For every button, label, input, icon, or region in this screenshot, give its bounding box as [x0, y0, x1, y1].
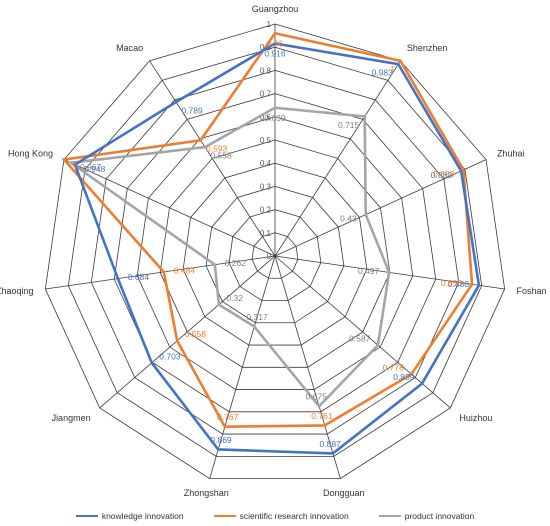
legend-item-knowledge: knowledge innovation [75, 509, 184, 523]
legend-label-product: product innovation [404, 511, 475, 521]
data-label: 0.887 [320, 439, 342, 449]
series-line-0 [73, 42, 481, 455]
series-group [61, 31, 481, 455]
data-label: 1 [390, 64, 395, 74]
tick-label: 0.7 [260, 90, 272, 99]
category-label: Zhaoqing [0, 286, 33, 296]
legend-swatch-knowledge [75, 515, 98, 517]
data-label: 0.484 [174, 266, 196, 276]
grid-ring-2 [228, 209, 322, 301]
legend-swatch-scientific [213, 515, 236, 517]
grid-spoke [274, 159, 487, 257]
data-label: 0.967 [80, 162, 102, 172]
legend-item-product: product innovation [378, 509, 475, 523]
radar-grid [44, 23, 506, 480]
grid-spoke [63, 159, 276, 257]
grid-spoke [99, 255, 276, 409]
grid-ring-4 [182, 162, 368, 346]
data-label: 0.703 [159, 351, 181, 361]
tick-label: 0.5 [260, 136, 272, 145]
legend-item-scientific: scientific research innovation [213, 509, 349, 523]
tick-label: 1 [267, 20, 272, 29]
data-labels: 0.916 0.983 0.882 0.888 0.839 0.887 0.869 0.703… [73, 38, 469, 449]
grid-spoke [45, 255, 276, 290]
data-label: 0.948 [84, 164, 106, 174]
data-label: 0.43 [340, 214, 357, 224]
grid-ring-8 [90, 69, 460, 435]
data-label: 1 [73, 159, 78, 169]
category-labels: Guangzhou Shenzhen Zhuhai Foshan Huizhou Dong… [0, 4, 547, 498]
data-label: 0.789 [181, 105, 203, 115]
data-label: 0.317 [246, 312, 268, 322]
category-label: Jiangmen [52, 413, 91, 423]
category-label: Dongguan [323, 488, 365, 498]
data-label: 0.869 [210, 435, 232, 445]
category-label: Guangzhou [252, 4, 299, 14]
data-label: 0.858 [441, 278, 463, 288]
data-label: 0.767 [217, 412, 239, 422]
grid-ring-3 [205, 185, 345, 324]
tick-label: 0 [267, 252, 272, 261]
category-label: Zhongshan [184, 488, 229, 498]
category-label: Huizhou [459, 413, 492, 423]
category-label: Macao [116, 43, 143, 53]
grid-spoke [274, 255, 341, 479]
legend-label-scientific: scientific research innovation [239, 511, 349, 521]
tick-label: 0.1 [260, 229, 272, 238]
data-label: 0.96 [267, 38, 284, 48]
data-label: 0.558 [210, 151, 232, 161]
grid-ring-6 [136, 116, 414, 390]
data-label: 0.587 [349, 334, 371, 344]
data-label: 0.761 [311, 411, 333, 421]
tick-label: 0.4 [260, 159, 272, 168]
data-label: 0.558 [185, 329, 207, 339]
data-label: 0.639 [264, 113, 286, 123]
legend-swatch-product [378, 515, 401, 517]
category-label: Foshan [517, 286, 547, 296]
grid-ring-7 [113, 93, 437, 413]
data-label: 0.882 [431, 170, 453, 180]
data-label: 0.715 [338, 120, 360, 130]
data-label: 0.778 [383, 363, 405, 373]
grid-ring-5 [159, 139, 391, 368]
legend: knowledge innovation scientific research… [0, 509, 550, 523]
tick-label: 0.6 [260, 113, 272, 122]
category-label: Shenzhen [407, 43, 448, 53]
data-label: 0.675 [306, 392, 328, 402]
grid-spoke [149, 60, 276, 257]
data-label: 0.32 [226, 293, 243, 303]
data-label: 0.983 [372, 68, 394, 78]
tick-label: 0.2 [260, 206, 272, 215]
data-label: 0.497 [358, 266, 380, 276]
data-label: 0.593 [206, 144, 228, 154]
series-line-2 [67, 106, 391, 409]
category-label: Zhuhai [497, 148, 525, 158]
tick-label: 0.8 [260, 66, 272, 75]
tick-label: 0.3 [260, 182, 272, 191]
data-label: 0.839 [393, 372, 415, 382]
grid-spoke [274, 60, 401, 257]
data-label: 0.888 [448, 279, 470, 289]
grid-ring-10 [44, 23, 506, 480]
grid-spoke [209, 255, 276, 479]
data-label: 0.684 [128, 272, 150, 282]
grid-ring-1 [251, 232, 299, 279]
data-label: 0.893 [433, 169, 455, 179]
data-label: 0.262 [225, 258, 247, 268]
legend-label-knowledge: knowledge innovation [101, 511, 184, 521]
data-label: 0.916 [264, 48, 286, 58]
category-label: Hong Kong [8, 148, 53, 158]
